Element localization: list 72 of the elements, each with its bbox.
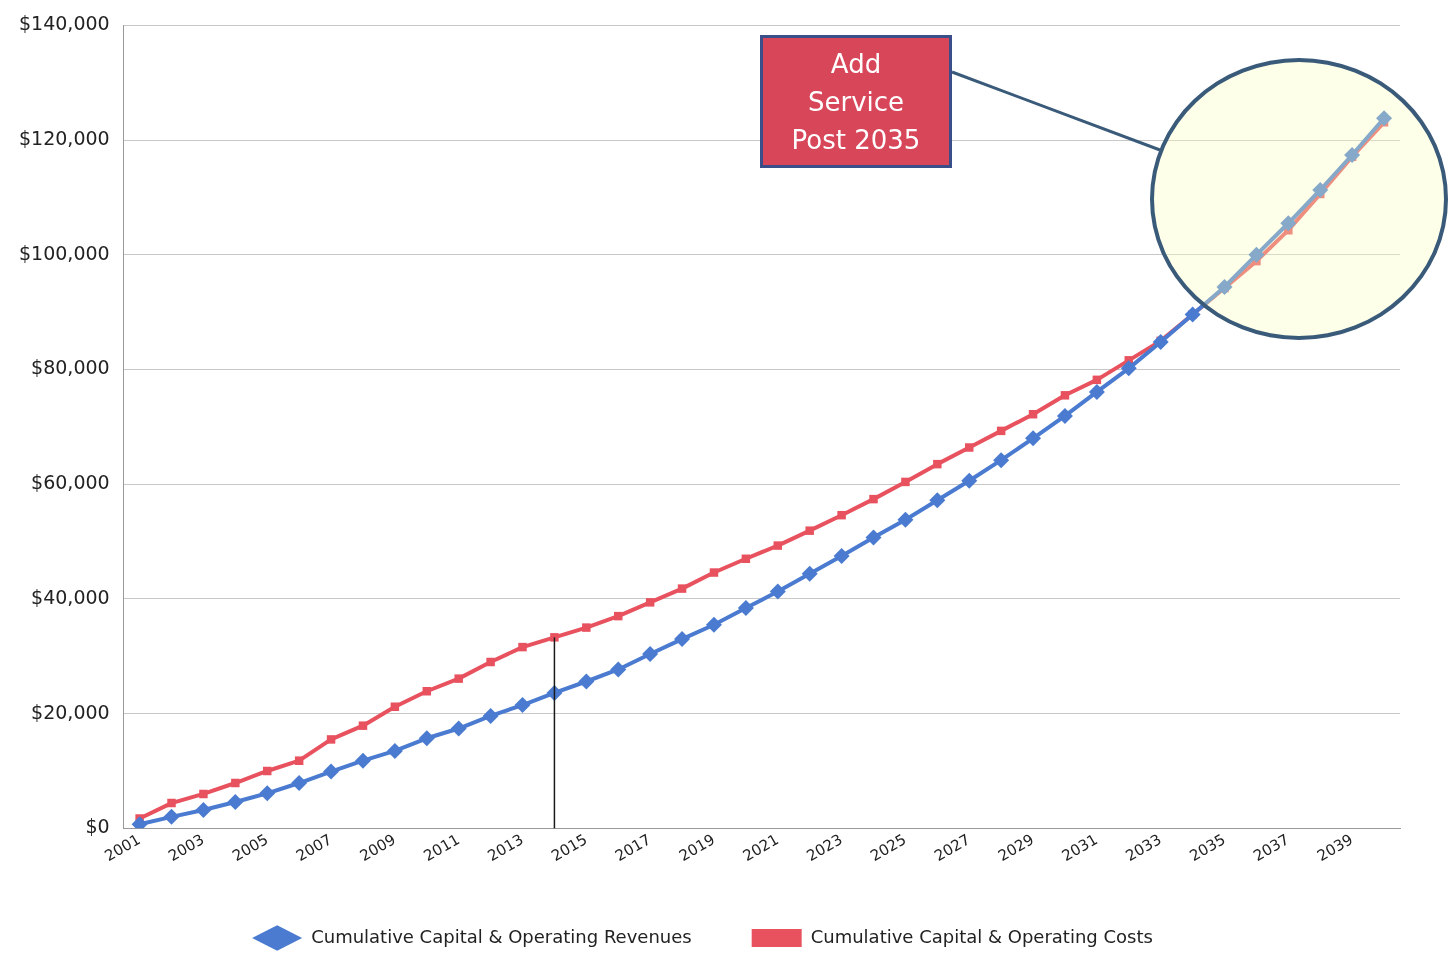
y-tick-label: $80,000	[31, 356, 110, 379]
y-tick-label: $120,000	[18, 127, 110, 150]
point	[486, 657, 495, 667]
point	[195, 801, 212, 818]
point	[294, 756, 304, 765]
point	[869, 494, 878, 504]
y-tick-label: $40,000	[31, 585, 110, 608]
point	[801, 565, 818, 582]
point	[610, 661, 627, 678]
point	[933, 459, 942, 469]
point	[450, 720, 467, 737]
y-tick-label: $100,000	[18, 241, 110, 264]
point	[163, 808, 180, 825]
y-tick-label: $20,000	[31, 700, 110, 723]
point	[1248, 246, 1265, 263]
point	[227, 793, 244, 810]
point	[1056, 407, 1073, 424]
point	[805, 526, 814, 535]
point	[709, 568, 719, 577]
point	[550, 633, 559, 642]
point	[897, 511, 914, 528]
point	[390, 702, 400, 711]
y-tick-label: $60,000	[31, 471, 110, 494]
point	[167, 798, 176, 808]
legend-label: Cumulative Capital & Operating Revenues	[311, 925, 692, 947]
point	[705, 616, 722, 633]
point	[901, 477, 910, 487]
annotation: Add Service Post 2035	[790, 47, 922, 157]
point	[677, 584, 687, 593]
point	[323, 763, 340, 780]
point	[1060, 391, 1070, 400]
point	[454, 674, 463, 683]
point	[259, 785, 276, 802]
point	[993, 452, 1010, 469]
point	[514, 697, 531, 714]
point	[1280, 215, 1297, 232]
point	[961, 472, 978, 489]
point	[1216, 278, 1233, 295]
point	[358, 721, 368, 730]
point	[518, 642, 527, 652]
point	[773, 541, 783, 550]
point	[326, 735, 336, 744]
point	[482, 707, 499, 724]
point	[1312, 182, 1329, 198]
point	[645, 598, 655, 607]
point	[1344, 147, 1361, 164]
point	[964, 443, 974, 452]
point	[354, 752, 371, 769]
point	[1088, 383, 1105, 400]
point	[1152, 333, 1169, 350]
point	[418, 730, 435, 747]
legend-label: Cumulative Capital & Operating Costs	[810, 925, 1153, 947]
y-tick-label: $0	[85, 815, 110, 838]
point	[865, 529, 882, 546]
point	[833, 547, 850, 564]
y-tick-label: $140,000	[18, 12, 110, 35]
point	[737, 600, 754, 617]
point	[769, 583, 786, 600]
point	[578, 673, 595, 690]
point	[231, 778, 240, 788]
point	[1120, 360, 1137, 377]
point	[199, 789, 208, 799]
point	[1025, 430, 1042, 447]
point	[837, 510, 846, 520]
point	[642, 645, 659, 662]
point	[386, 742, 403, 759]
point	[929, 492, 946, 509]
point	[1184, 306, 1201, 323]
point	[582, 623, 591, 632]
point	[674, 631, 691, 648]
point	[291, 775, 308, 792]
point	[1376, 110, 1393, 127]
